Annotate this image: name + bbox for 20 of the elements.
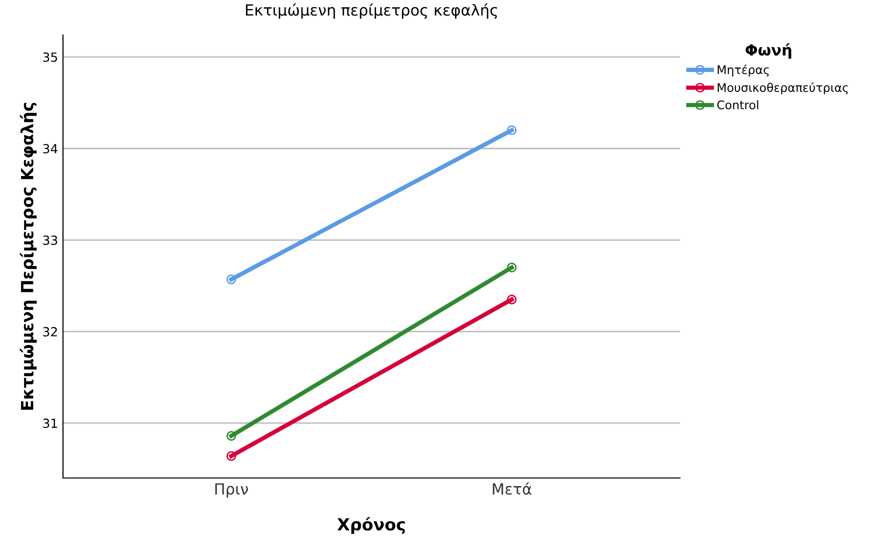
legend-label: Μητέρας	[718, 64, 769, 76]
point	[226, 451, 236, 461]
point	[506, 294, 517, 304]
x-tick-label: Πριν	[215, 483, 248, 498]
y-tick-label: 32	[43, 327, 57, 336]
chart-title: Εκτιμώμενη περίμετρος κεφαλής	[246, 3, 498, 19]
point	[226, 431, 236, 441]
point	[226, 274, 236, 284]
legend-label: Control	[717, 100, 758, 110]
y-axis-title: Εκτιμώμενη Περίμετρος Κεφαλής	[20, 102, 37, 410]
legend-title: Φωνή	[746, 43, 792, 59]
point	[506, 262, 517, 272]
y-tick-label: 34	[43, 144, 58, 154]
y-tick-label: 35	[43, 52, 58, 62]
x-tick-label: Μετά	[492, 482, 532, 495]
y-tick-label: 31	[43, 418, 57, 428]
point	[506, 125, 517, 136]
y-tick-label: 33	[43, 235, 58, 245]
x-axis-title: Χρόνος	[337, 517, 405, 534]
legend-label: Μουσικοθεραπεύτριας	[718, 82, 848, 94]
